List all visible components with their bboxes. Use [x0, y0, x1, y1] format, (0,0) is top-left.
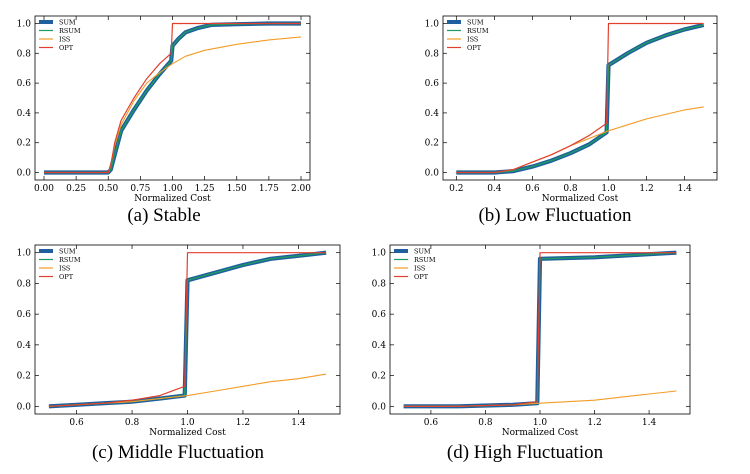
series-line-iss: [403, 390, 677, 407]
x-tick-label: 0.6: [525, 184, 540, 194]
panel-a: 0.00 0.25 0.50 0.75 1.00 1.25 1.50 1.75 2.00 0.0 0…: [17, 15, 311, 226]
x-tick-label: 0.25: [66, 184, 86, 194]
x-tick-label: 0.50: [98, 184, 118, 194]
y-tick-label: 0.2: [17, 139, 31, 149]
panel-caption: (a) Stable: [127, 205, 200, 226]
x-tick-label: 1.0: [180, 418, 195, 428]
y-tick-label: 0.4: [425, 109, 440, 119]
y-tick-label: 0.2: [425, 139, 439, 149]
y-tick-label: 0.8: [425, 49, 440, 59]
x-tick-label: 1.0: [601, 184, 616, 194]
y-tick-label: 0.6: [17, 310, 32, 320]
legend-label-sum: SUM: [59, 18, 76, 26]
x-tick-label: 1.50: [227, 184, 247, 194]
x-tick-label: 1.4: [677, 184, 692, 194]
y-tick-label: 1.0: [372, 249, 387, 259]
x-tick-label: 1.75: [259, 184, 279, 194]
legend-label-iss: ISS: [59, 264, 70, 272]
legend-label-rsum: RSUM: [467, 27, 489, 35]
y-tick-label: 0.4: [17, 109, 32, 119]
legend-label-sum: SUM: [59, 247, 76, 255]
x-tick-label: 0.6: [424, 418, 439, 428]
legend-label-iss: ISS: [467, 35, 478, 43]
x-tick-label: 1.2: [587, 418, 601, 428]
legend-label-rsum: RSUM: [59, 256, 81, 264]
legend-label-sum: SUM: [414, 247, 431, 255]
series-line-opt: [44, 22, 301, 174]
x-axis-label: Normalized Cost: [502, 428, 579, 438]
x-axis-label: Normalized Cost: [149, 428, 226, 438]
x-tick-label: 0.2: [449, 184, 463, 194]
x-tick-label: 1.4: [642, 418, 657, 428]
legend-label-rsum: RSUM: [414, 256, 436, 264]
y-tick-label: 0.0: [425, 169, 440, 179]
y-tick-label: 0.6: [425, 79, 440, 89]
legend-label-opt: OPT: [59, 273, 74, 281]
y-tick-label: 0.0: [17, 402, 32, 412]
y-tick-label: 0.4: [372, 341, 387, 351]
y-tick-label: 1.0: [17, 19, 32, 29]
legend-label-sum: SUM: [467, 18, 484, 26]
y-tick-label: 0.4: [17, 341, 32, 351]
y-tick-label: 0.6: [17, 79, 32, 89]
x-tick-label: 0.4: [487, 184, 502, 194]
series-line-iss: [456, 106, 704, 174]
x-tick-label: 0.00: [34, 184, 54, 194]
legend-label-rsum: RSUM: [59, 27, 81, 35]
x-tick-label: 1.2: [639, 184, 653, 194]
x-tick-label: 0.8: [478, 418, 493, 428]
x-tick-label: 1.4: [291, 418, 306, 428]
panel-caption: (b) Low Fluctuation: [478, 205, 632, 226]
x-axis-label: Normalized Cost: [542, 194, 619, 204]
x-tick-label: 1.2: [236, 418, 250, 428]
panel-d: 0.6 0.8 1.0 1.2 1.4 0.0 0.2 0.4 0.6 0.8 1.0 SUMRSUM…: [372, 244, 691, 463]
series-line-opt: [48, 252, 327, 407]
y-tick-label: 0.2: [17, 372, 31, 382]
plot-frame: [34, 15, 311, 181]
x-tick-label: 1.25: [195, 184, 215, 194]
series-line-iss: [48, 373, 327, 407]
y-tick-label: 0.0: [17, 169, 32, 179]
x-tick-label: 1.00: [162, 184, 182, 194]
x-tick-label: 0.75: [130, 184, 150, 194]
y-tick-label: 1.0: [425, 19, 440, 29]
x-tick-label: 0.8: [563, 184, 578, 194]
y-tick-label: 1.0: [17, 249, 32, 259]
panel-c: 0.6 0.8 1.0 1.2 1.4 0.0 0.2 0.4 0.6 0.8 1.0 SUMRSUM…: [17, 244, 341, 463]
legend-label-iss: ISS: [414, 264, 425, 272]
x-axis-label: Normalized Cost: [134, 194, 211, 204]
series-line-opt: [403, 252, 677, 407]
x-tick-label: 1.0: [533, 418, 548, 428]
y-tick-label: 0.8: [17, 49, 32, 59]
y-tick-label: 0.8: [17, 279, 32, 289]
plot-frame: [442, 15, 718, 181]
legend-label-iss: ISS: [59, 35, 70, 43]
legend-label-opt: OPT: [467, 44, 482, 52]
series-line-sum: [456, 22, 705, 175]
y-tick-label: 0.2: [372, 372, 386, 382]
panel-b: 0.2 0.4 0.6 0.8 1.0 1.2 1.4 0.0 0.2 0.4 0.6 0.8 1.0 S…: [425, 15, 718, 226]
legend-label-opt: OPT: [59, 44, 74, 52]
y-tick-label: 0.8: [372, 279, 387, 289]
x-tick-label: 0.6: [69, 418, 84, 428]
panel-caption: (d) High Fluctuation: [447, 442, 604, 463]
x-tick-label: 2.00: [291, 184, 311, 194]
y-tick-label: 0.0: [372, 402, 387, 412]
series-line-opt: [456, 22, 704, 174]
series-line-rsum: [44, 22, 301, 174]
y-tick-label: 0.6: [372, 310, 387, 320]
x-tick-label: 0.8: [125, 418, 140, 428]
series-line-rsum: [456, 24, 704, 174]
panel-caption: (c) Middle Fluctuation: [92, 442, 265, 463]
legend-label-opt: OPT: [414, 273, 429, 281]
